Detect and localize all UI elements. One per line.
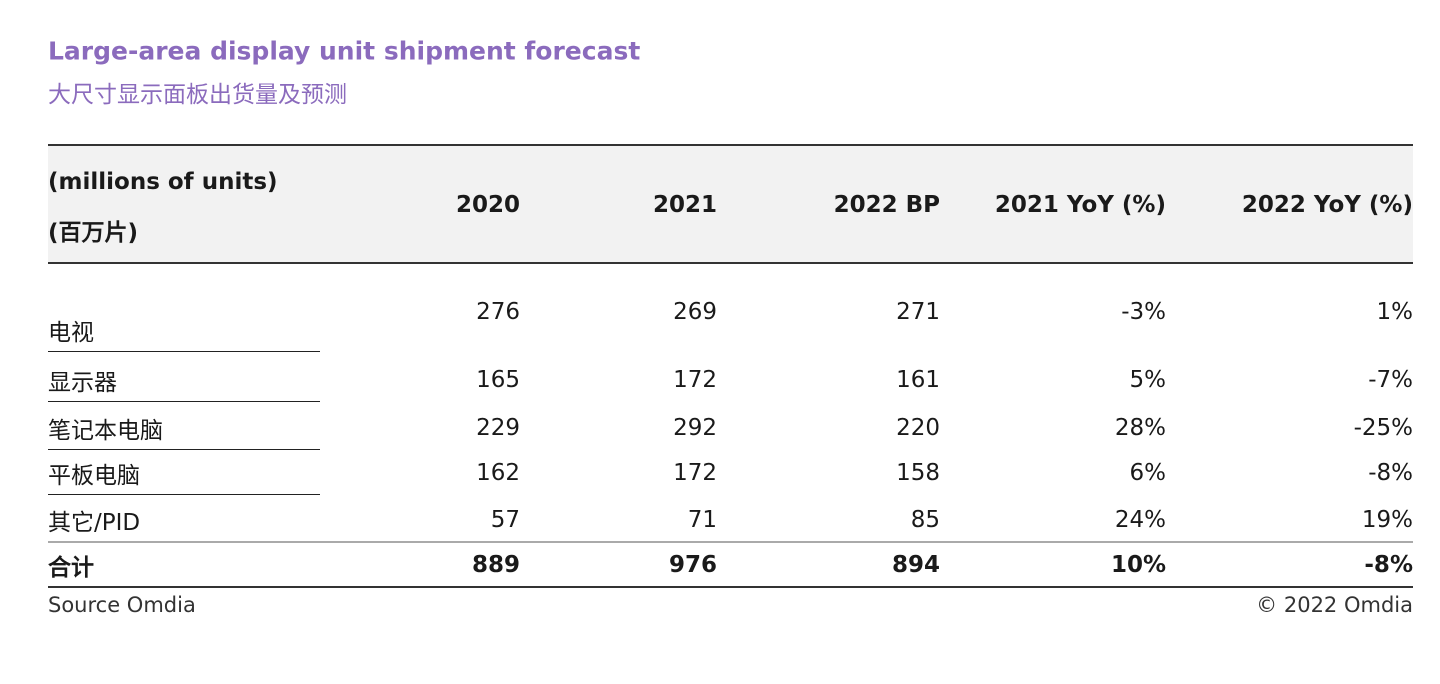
unit-label: (millions of units) [48,169,278,195]
cell: 158 [896,460,940,486]
cell: 5% [1129,367,1167,393]
row-label: 笔记本电脑 [48,418,163,444]
cell: 276 [476,299,520,325]
rule [48,541,1413,543]
row-label: 其它/PID [48,510,141,536]
column-header: 2021 [652,192,717,218]
subtitle: 大尺寸显示面板出货量及预测 [48,82,347,108]
total-cell: 10% [1110,552,1166,578]
cell: 165 [476,367,520,393]
cell: 28% [1114,415,1166,441]
cell: 269 [673,299,717,325]
rule [48,586,1413,588]
unit-label: (百万片) [48,220,139,246]
row-label: 电视 [48,320,94,346]
cell: 172 [673,367,717,393]
cell: 19% [1361,507,1413,533]
row-underline [48,401,320,402]
cell: 220 [896,415,940,441]
cell: 229 [476,415,520,441]
cell: 161 [896,367,940,393]
cell: 172 [673,460,717,486]
cell: -3% [1121,299,1166,325]
cell: 85 [910,507,940,533]
source: Source Omdia [48,593,196,617]
total-cell: -8% [1364,552,1413,578]
title: Large-area display unit shipment forecas… [48,36,641,66]
column-header: 2022 BP [833,192,940,218]
cell: 57 [490,507,520,533]
cell: -8% [1368,460,1413,486]
rule [48,262,1413,264]
cell: 71 [687,507,717,533]
row-label: 显示器 [48,370,117,396]
row-underline [48,351,320,352]
column-header: 2022 YoY (%) [1241,192,1413,218]
column-header: 2020 [455,192,520,218]
rule [48,144,1413,146]
cell: 6% [1129,460,1167,486]
total-label: 合计 [48,555,94,581]
cell: 292 [673,415,717,441]
column-header: 2021 YoY (%) [994,192,1166,218]
cell: 271 [896,299,940,325]
row-underline [48,494,320,495]
cell: -25% [1353,415,1413,441]
total-cell: 894 [891,552,940,578]
copyright: © 2022 Omdia [1256,593,1413,617]
total-cell: 976 [668,552,717,578]
row-underline [48,449,320,450]
cell: -7% [1368,367,1413,393]
cell: 24% [1114,507,1166,533]
header-band [48,145,1413,263]
total-cell: 889 [471,552,520,578]
cell: 162 [476,460,520,486]
row-label: 平板电脑 [48,463,140,489]
cell: 1% [1376,299,1414,325]
